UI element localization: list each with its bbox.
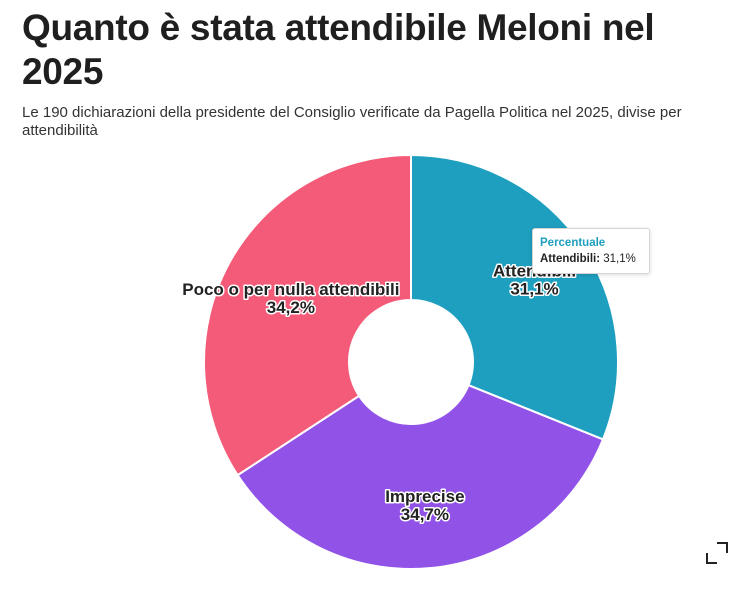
- tooltip-series-name: Attendibili:: [540, 253, 601, 265]
- chart-tooltip: Percentuale Attendibili: 31,1%: [532, 228, 650, 274]
- slice-label: Imprecise: [385, 487, 464, 506]
- chart-title: Quanto è stata attendibile Meloni nel 20…: [22, 7, 655, 92]
- slice-poco-o-per-nulla-attendibili[interactable]: [203, 153, 412, 477]
- slice-value-label: 31,1%: [510, 280, 558, 299]
- slice-value-label: 34,2%: [267, 298, 315, 317]
- tooltip-value: 31,1%: [603, 253, 636, 265]
- expand-icon[interactable]: [705, 541, 729, 565]
- slice-label: Poco o per nulla attendibili: [182, 280, 399, 299]
- slice-value-label: 34,7%: [401, 505, 449, 524]
- slice-imprecise[interactable]: [236, 383, 605, 570]
- chart-subtitle: Le 190 dichiarazioni della presidente de…: [22, 104, 682, 139]
- tooltip-heading: Percentuale: [540, 237, 606, 249]
- slice-attendibili[interactable]: [410, 153, 619, 441]
